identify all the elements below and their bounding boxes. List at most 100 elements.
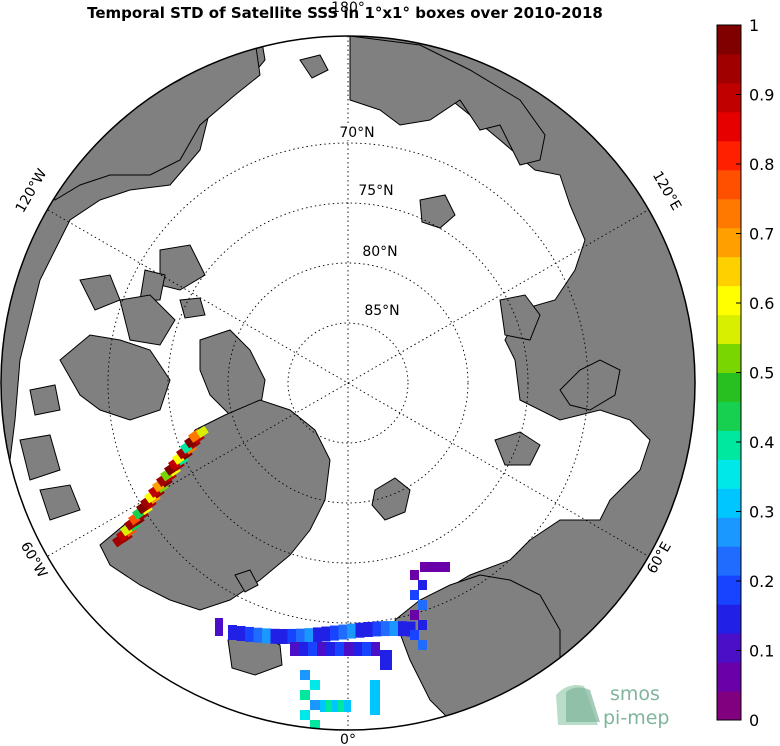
std-cell bbox=[326, 642, 335, 656]
map-title: Temporal STD of Satellite SSS in 1°x1° b… bbox=[87, 4, 603, 22]
colorbar-tick-label: 0.1 bbox=[749, 642, 774, 661]
std-cell bbox=[406, 621, 416, 637]
std-cell bbox=[290, 642, 299, 656]
std-cell bbox=[362, 642, 371, 656]
map-boundary bbox=[0, 35, 696, 731]
colorbar-segment bbox=[717, 256, 741, 287]
meridian-label-180: 180° bbox=[331, 0, 365, 16]
colorbar bbox=[717, 25, 741, 721]
islands-south bbox=[234, 569, 259, 593]
colorbar-segment bbox=[717, 430, 741, 460]
std-cell bbox=[418, 600, 427, 610]
colorbar-segment bbox=[717, 169, 741, 200]
colorbar-tick-label: 1 bbox=[749, 16, 759, 35]
std-cell bbox=[310, 680, 320, 690]
colorbar-segment bbox=[717, 488, 741, 518]
std-cell bbox=[317, 642, 326, 656]
island-baffin bbox=[59, 334, 171, 421]
std-cell bbox=[300, 670, 310, 680]
std-cell bbox=[410, 570, 419, 580]
std-cell bbox=[380, 650, 392, 670]
std-cell bbox=[418, 580, 427, 590]
colorbar-segment bbox=[717, 198, 741, 229]
std-cell bbox=[398, 621, 407, 637]
std-cell bbox=[355, 622, 365, 638]
std-cell bbox=[372, 621, 382, 637]
colorbar-tick-label: 0.7 bbox=[749, 225, 774, 244]
std-cell bbox=[310, 720, 320, 730]
std-cell bbox=[410, 630, 419, 640]
std-cell bbox=[326, 700, 333, 712]
std-cell bbox=[287, 628, 297, 644]
novaya-zemlya bbox=[559, 359, 621, 411]
island-small-5 bbox=[39, 484, 81, 521]
colorbar-segment bbox=[717, 633, 741, 663]
colorbar-segment bbox=[717, 604, 741, 634]
std-cell bbox=[253, 627, 263, 643]
colorbar-segment bbox=[717, 575, 741, 605]
graticule bbox=[47, 36, 649, 730]
std-cell bbox=[196, 425, 209, 439]
std-cell bbox=[313, 627, 322, 643]
std-cell bbox=[418, 620, 427, 630]
std-cell bbox=[381, 621, 390, 637]
siberia-coast bbox=[349, 36, 546, 166]
std-cell bbox=[320, 700, 327, 712]
parallel-label-80: 80°N bbox=[362, 244, 397, 260]
colorbar-segment bbox=[717, 517, 741, 547]
island-small-3 bbox=[29, 384, 61, 416]
meridian-label-0: 0° bbox=[340, 732, 356, 746]
std-cell bbox=[347, 623, 356, 639]
logo-text-smos: smos bbox=[610, 683, 660, 705]
colorbar-segment bbox=[717, 53, 741, 84]
island-small-4 bbox=[19, 434, 61, 481]
franz-josef-island bbox=[494, 431, 541, 466]
std-cell bbox=[338, 624, 348, 640]
colorbar-segment bbox=[717, 140, 741, 171]
std-cell bbox=[420, 562, 450, 572]
std-cell bbox=[321, 626, 331, 642]
wrangel-island bbox=[299, 54, 329, 79]
meridian-label-120e: 120°E bbox=[649, 169, 684, 214]
std-cell bbox=[300, 690, 310, 700]
colorbar-segment bbox=[717, 25, 741, 55]
colorbar-tick-label: 0.4 bbox=[749, 433, 774, 452]
std-cell bbox=[308, 642, 317, 656]
colorbar-tick-label: 0 bbox=[749, 711, 759, 730]
colorbar-tick-label: 0.8 bbox=[749, 155, 774, 174]
std-cell bbox=[270, 628, 280, 644]
colorbar-segment bbox=[717, 343, 741, 373]
island-small-2 bbox=[79, 274, 121, 311]
colorbar-segment bbox=[717, 662, 741, 692]
island-small-1 bbox=[179, 297, 206, 319]
std-cell bbox=[344, 642, 353, 656]
island-banks bbox=[139, 269, 166, 301]
std-cell bbox=[410, 610, 419, 620]
logo-text-pimep: pi-mep bbox=[603, 707, 669, 729]
colorbar-tick-label: 0.9 bbox=[749, 86, 774, 105]
std-cell bbox=[371, 642, 380, 656]
colorbar-segment bbox=[717, 401, 741, 431]
std-cell bbox=[389, 621, 399, 637]
std-cell bbox=[410, 590, 419, 600]
parallel-label-85: 85°N bbox=[364, 303, 399, 319]
std-cell bbox=[299, 642, 308, 656]
std-cell bbox=[304, 628, 314, 644]
colorbar-tick-label: 0.2 bbox=[749, 572, 774, 591]
std-cell bbox=[332, 700, 339, 712]
std-cell bbox=[236, 625, 246, 641]
island-devon bbox=[119, 294, 176, 346]
colorbar-tick-label: 0.6 bbox=[749, 294, 774, 313]
colorbar-segment bbox=[717, 227, 741, 258]
std-cell bbox=[344, 700, 351, 712]
std-cell bbox=[338, 700, 345, 712]
meridian-label-120w: 120°W bbox=[13, 166, 51, 215]
colorbar-segment bbox=[717, 546, 741, 576]
colorbar-ticks: 1 0.9 0.8 0.7 0.6 0.5 0.4 0.3 0.2 0.1 0 bbox=[736, 16, 774, 730]
std-cell bbox=[330, 625, 339, 641]
colorbar-segment bbox=[717, 691, 741, 721]
std-data-cells bbox=[112, 425, 450, 730]
severnaya-zemlya bbox=[499, 294, 541, 341]
std-cell bbox=[418, 640, 427, 650]
